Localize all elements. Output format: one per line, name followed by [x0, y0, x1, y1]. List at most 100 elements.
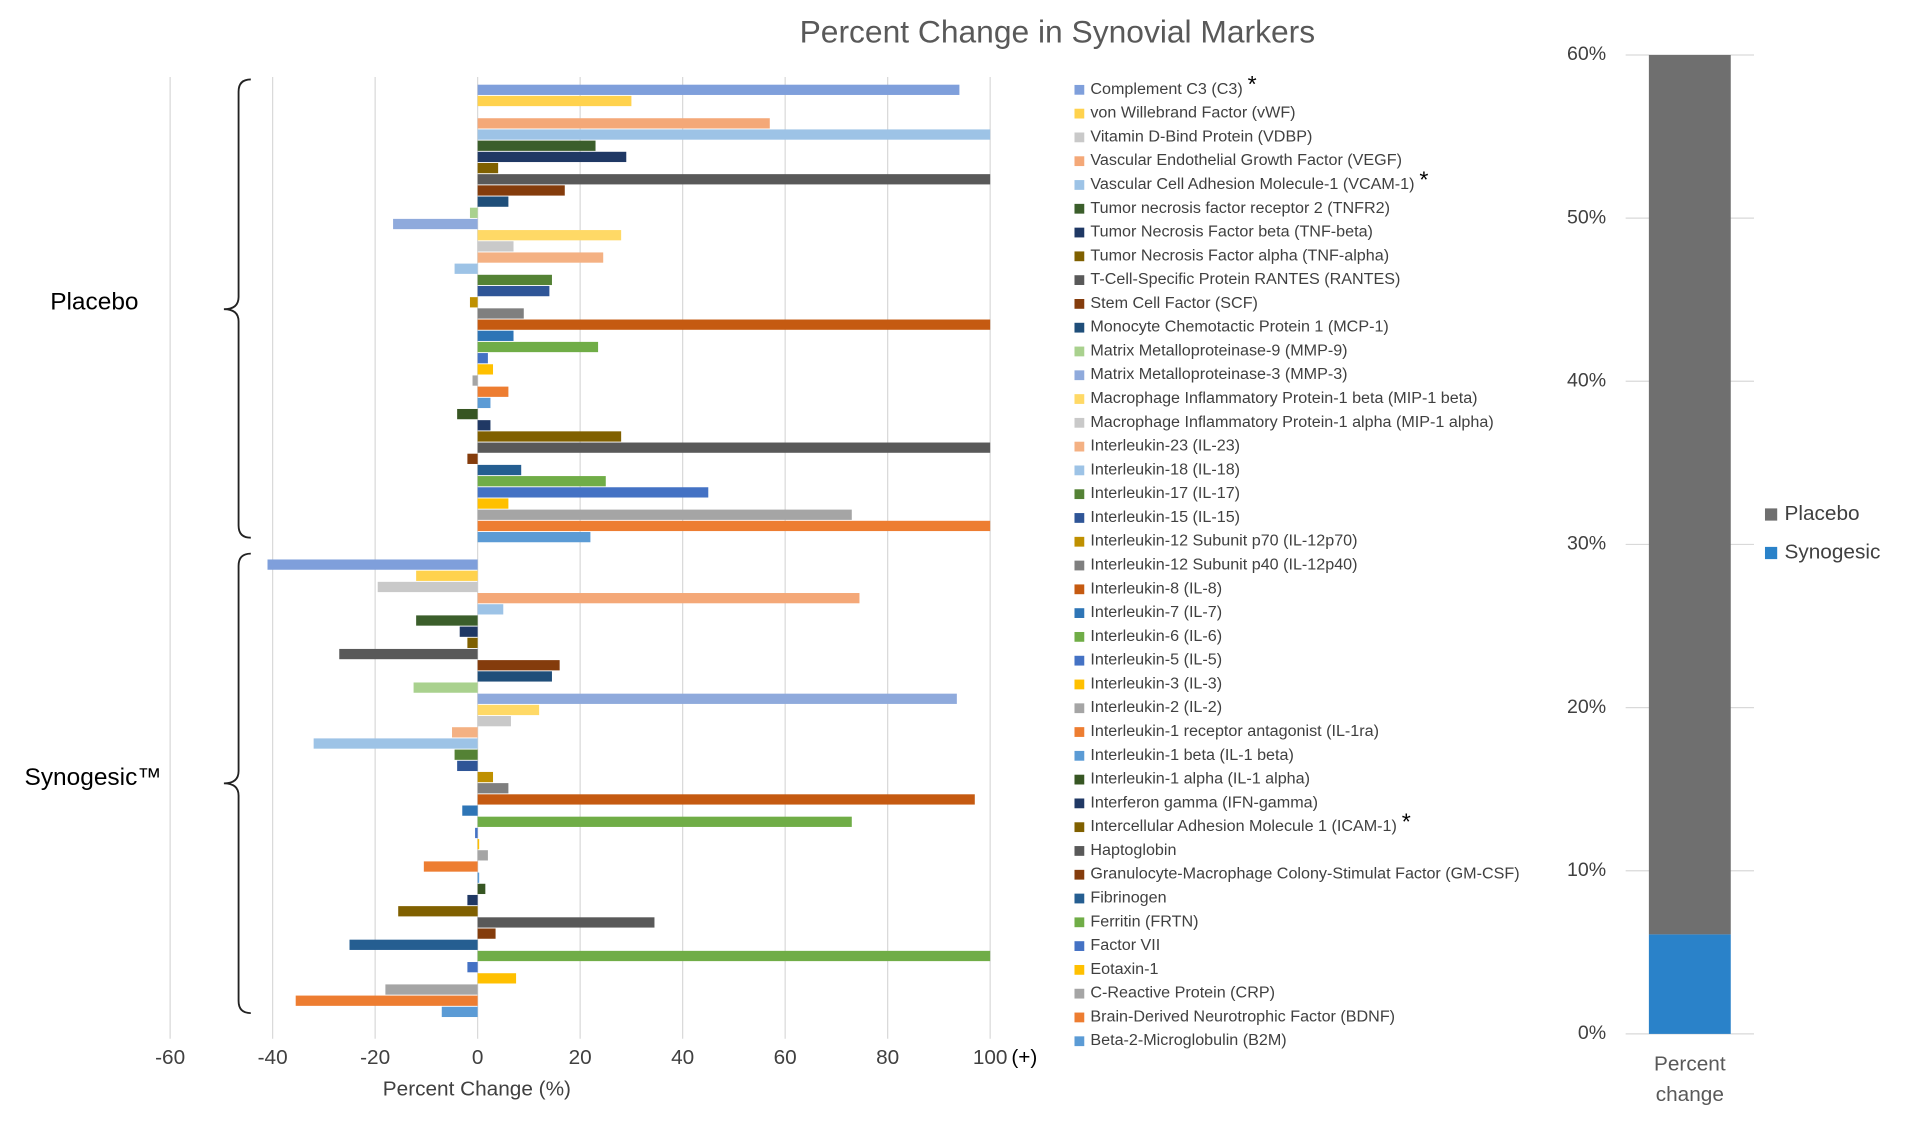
legend-swatch: [1074, 394, 1085, 404]
legend-text: Monocyte Chemotactic Protein 1 (MCP-1): [1090, 318, 1388, 336]
bar: [477, 464, 522, 476]
bar: [477, 794, 975, 805]
bar: [477, 151, 627, 163]
legend-text: Interleukin-3 (IL-3): [1090, 675, 1222, 693]
bar: [477, 285, 550, 297]
legend-swatch: [1074, 417, 1085, 428]
bar: [477, 341, 599, 353]
bar: [477, 397, 491, 409]
bar-segment: [1648, 934, 1731, 1034]
y-tick-label: 60%: [1567, 43, 1606, 65]
legend-text: Vascular Cell Adhesion Molecule-1 (VCAM-…: [1090, 175, 1414, 193]
legend-label: Vascular Endothelial Growth Factor (VEGF…: [1090, 151, 1402, 169]
y-tick-label: 20%: [1567, 696, 1606, 718]
bar: [477, 928, 496, 939]
x-tick-label: -60: [155, 1046, 185, 1069]
legend-swatch: [1074, 560, 1085, 571]
legend-swatch: [1074, 441, 1085, 452]
legend-text: Interleukin-6 (IL-6): [1090, 627, 1222, 645]
bar: [477, 917, 655, 928]
legend-text: C-Reactive Protein (CRP): [1090, 984, 1275, 1002]
x-annotation: (+): [1011, 1046, 1037, 1069]
group-bracket: [223, 78, 251, 539]
legend-label: Interleukin-1 receptor antagonist (IL-1r…: [1090, 722, 1379, 740]
legend-swatch: [1764, 508, 1778, 521]
legend-label: Interleukin-3 (IL-3): [1090, 675, 1222, 693]
x-tick-label: 40: [671, 1046, 694, 1069]
legend-text: Interleukin-8 (IL-8): [1090, 580, 1222, 598]
bar: [393, 218, 478, 230]
bar: [477, 520, 991, 532]
x-tick-label-box: Percent change: [1654, 1052, 1726, 1106]
legend-label: Interleukin-8 (IL-8): [1090, 580, 1222, 598]
legend-swatch: [1074, 465, 1085, 476]
legend-swatch: [1074, 917, 1085, 928]
x-tick-label: -20: [360, 1046, 390, 1069]
bar: [477, 241, 514, 252]
bar: [472, 375, 478, 386]
bar: [398, 906, 478, 917]
legend-swatch: [1074, 941, 1085, 951]
legend-label: Interleukin-23 (IL-23): [1090, 437, 1240, 455]
legend-swatch: [1074, 536, 1085, 547]
bar-segment: [1648, 54, 1731, 935]
legend-text: Complement C3 (C3): [1090, 80, 1242, 98]
legend-swatch: [1074, 489, 1085, 500]
legend-swatch: [1074, 203, 1085, 214]
legend-swatch: [1074, 180, 1085, 190]
y-tick-label: 40%: [1567, 369, 1606, 391]
legend-label: Interleukin-12 Subunit p40 (IL-12p40): [1090, 556, 1357, 574]
legend-label: Beta-2-Microglobulin (B2M): [1090, 1031, 1286, 1049]
legend-label: Interleukin-1 alpha (IL-1 alpha): [1090, 770, 1310, 788]
bar: [477, 95, 632, 107]
legend-label: Interleukin-15 (IL-15): [1090, 508, 1240, 526]
legend-label: Interleukin-17 (IL-17): [1090, 484, 1240, 502]
bar: [349, 939, 478, 950]
bar: [477, 319, 991, 330]
legend-text: Vascular Endothelial Growth Factor (VEGF…: [1090, 151, 1402, 169]
legend-text: Interleukin-2 (IL-2): [1090, 699, 1222, 717]
bar: [469, 207, 478, 218]
bar: [477, 498, 509, 509]
bar: [457, 760, 478, 772]
legend-swatch: [1074, 227, 1085, 238]
legend-label: Ferritin (FRTN): [1090, 913, 1198, 931]
legend-swatch: [1074, 798, 1085, 809]
legend-label: Interleukin-1 beta (IL-1 beta): [1090, 746, 1293, 764]
legend-text: Interleukin-1 alpha (IL-1 alpha): [1090, 770, 1310, 788]
legend-label: C-Reactive Protein (CRP): [1090, 984, 1275, 1002]
x-tick-label: 100: [973, 1046, 1008, 1069]
x-tick-label: 20: [569, 1046, 592, 1069]
legend-text: Interleukin-15 (IL-15): [1090, 508, 1240, 526]
bar: [477, 230, 622, 241]
legend-swatch: [1074, 322, 1085, 333]
bar: [477, 487, 709, 498]
bar: [477, 386, 509, 397]
legend-text: Matrix Metalloproteinase-3 (MMP-3): [1090, 366, 1347, 384]
legend-text: Interleukin-17 (IL-17): [1090, 484, 1240, 502]
bar: [477, 604, 504, 615]
legend-swatch: [1074, 893, 1085, 904]
bar: [477, 431, 622, 442]
x-tick-label: 0: [472, 1046, 484, 1069]
legend-text: T-Cell-Specific Protein RANTES (RANTES): [1090, 270, 1400, 288]
bar: [477, 353, 488, 364]
legend-swatch: [1074, 275, 1085, 285]
legend-label: Stem Cell Factor (SCF): [1090, 294, 1258, 312]
legend-text: Tumor necrosis factor receptor 2 (TNFR2): [1090, 199, 1390, 217]
legend-label: Interferon gamma (IFN-gamma): [1090, 794, 1318, 812]
legend-swatch: [1074, 869, 1085, 880]
legend-label: Eotaxin-1: [1090, 960, 1158, 978]
legend-text: Tumor Necrosis Factor beta (TNF-beta): [1090, 223, 1373, 241]
bar: [477, 129, 991, 140]
bar: [477, 252, 604, 263]
legend-swatch: [1074, 964, 1085, 975]
legend-label: Intercellular Adhesion Molecule 1 (ICAM-…: [1090, 809, 1410, 836]
bar: [457, 408, 478, 420]
x-axis-label: Percent Change (%): [383, 1078, 571, 1101]
bar: [477, 185, 565, 196]
bar: [477, 442, 991, 453]
bar: [477, 660, 560, 671]
legend-swatch: [1074, 703, 1085, 714]
